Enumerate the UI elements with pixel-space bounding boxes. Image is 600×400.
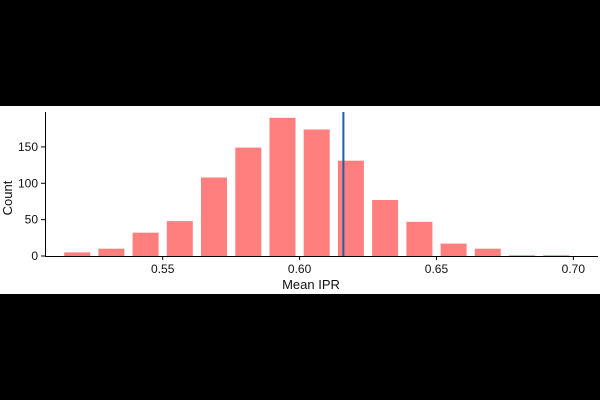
y-tick-label: 50 (25, 213, 39, 227)
x-ticks: 0.55 0.60 0.65 0.70 (151, 256, 585, 276)
histogram-bar-10 (406, 221, 433, 256)
histogram-bar-8 (337, 160, 364, 256)
histogram-bar-0 (64, 252, 91, 256)
x-tick-label: 0.60 (288, 262, 312, 276)
histogram-bar-14 (543, 255, 570, 256)
plot-panel: 0.55 0.60 0.65 0.70 0 50 100 150 Mean IPR Coun… (0, 106, 600, 294)
y-tick-label: 150 (18, 140, 38, 154)
histogram-bar-13 (509, 255, 535, 256)
histogram-bar-9 (372, 200, 399, 256)
y-tick-label: 0 (31, 249, 38, 263)
histogram-bar-5 (235, 147, 262, 256)
x-tick-label: 0.65 (425, 262, 449, 276)
y-ticks: 0 50 100 150 (18, 140, 45, 263)
histogram-bar-7 (303, 129, 330, 256)
histogram-bar-4 (201, 177, 227, 256)
histogram-chart: 0.55 0.60 0.65 0.70 0 50 100 150 Mean IPR Coun… (0, 112, 598, 292)
histogram-bar-11 (440, 243, 467, 256)
x-axis-title: Mean IPR (282, 277, 340, 292)
bars-layer (64, 117, 570, 256)
y-tick-label: 100 (18, 176, 38, 190)
histogram-bar-1 (98, 248, 125, 256)
histogram-bar-2 (132, 232, 159, 256)
histogram-bar-6 (269, 117, 296, 256)
x-tick-label: 0.70 (562, 262, 586, 276)
histogram-bar-12 (474, 248, 501, 256)
y-axis-title: Count (0, 180, 15, 215)
x-tick-label: 0.55 (151, 262, 175, 276)
histogram-bar-3 (166, 221, 193, 256)
axes-layer (45, 112, 598, 257)
